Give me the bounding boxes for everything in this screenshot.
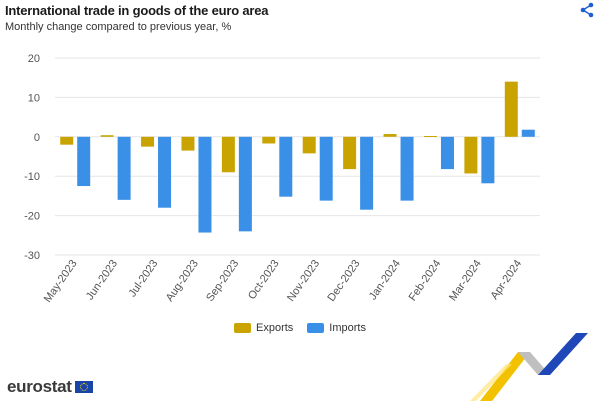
x-tick-label: Feb-2024 [407, 258, 444, 303]
exports-bar[interactable] [464, 136, 478, 174]
chart-subtitle: Monthly change compared to previous year… [5, 21, 232, 33]
imports-bar[interactable] [279, 136, 293, 197]
exports-bar[interactable] [181, 136, 195, 151]
x-tick-label: Sep-2023 [204, 258, 241, 304]
legend-swatch-exports [234, 323, 251, 333]
eu-flag-icon [74, 381, 93, 393]
legend-label-exports: Exports [256, 322, 294, 334]
exports-bar[interactable] [221, 136, 235, 173]
legend-item-imports[interactable]: Imports [307, 322, 366, 334]
exports-bar[interactable] [383, 134, 397, 137]
exports-bar[interactable] [262, 136, 276, 144]
y-tick-label: -10 [24, 171, 40, 183]
exports-bar[interactable] [343, 136, 357, 170]
x-tick-label: Jul-2023 [126, 258, 160, 299]
brand-name: eurostat [7, 377, 72, 396]
y-tick-label: 0 [34, 132, 40, 144]
imports-bar[interactable] [481, 136, 495, 184]
chart-legend: Exports Imports [0, 322, 600, 334]
imports-bar[interactable] [77, 136, 91, 187]
x-tick-label: Oct-2023 [246, 258, 282, 302]
y-tick-label: 10 [28, 92, 40, 104]
exports-bar[interactable] [141, 136, 155, 147]
imports-bar[interactable] [400, 136, 414, 201]
imports-bar[interactable] [319, 136, 333, 201]
decorative-stripes [470, 333, 588, 401]
imports-bar[interactable] [521, 129, 535, 137]
y-tick-label: -20 [24, 211, 40, 223]
y-tick-label: 20 [28, 53, 40, 65]
exports-bar[interactable] [100, 135, 114, 137]
exports-bar[interactable] [60, 136, 74, 145]
chart-title: International trade in goods of the euro… [5, 3, 269, 18]
y-tick-label: -30 [24, 250, 40, 262]
x-tick-label: Dec-2023 [325, 258, 362, 304]
x-tick-label: May-2023 [42, 258, 80, 305]
imports-bar[interactable] [360, 136, 374, 210]
legend-item-exports[interactable]: Exports [234, 322, 293, 334]
x-tick-label: Apr-2024 [488, 258, 524, 302]
imports-bar[interactable] [440, 136, 454, 170]
exports-bar[interactable] [423, 136, 437, 138]
imports-bar[interactable] [198, 136, 212, 233]
x-tick-label: Mar-2024 [447, 258, 484, 303]
share-icon[interactable] [580, 2, 594, 18]
x-tick-label: Aug-2023 [164, 258, 201, 304]
imports-bar[interactable] [158, 136, 172, 208]
exports-bar[interactable] [302, 136, 316, 154]
eurostat-logo[interactable]: eurostat [7, 377, 93, 397]
x-tick-label: Jan-2024 [367, 258, 403, 302]
legend-swatch-imports [307, 323, 325, 333]
x-tick-label: Jun-2023 [84, 258, 120, 302]
imports-bar[interactable] [238, 136, 252, 232]
legend-label-imports: Imports [329, 322, 366, 334]
imports-bar[interactable] [117, 136, 131, 200]
x-tick-label: Nov-2023 [285, 258, 322, 304]
exports-bar[interactable] [504, 81, 518, 137]
